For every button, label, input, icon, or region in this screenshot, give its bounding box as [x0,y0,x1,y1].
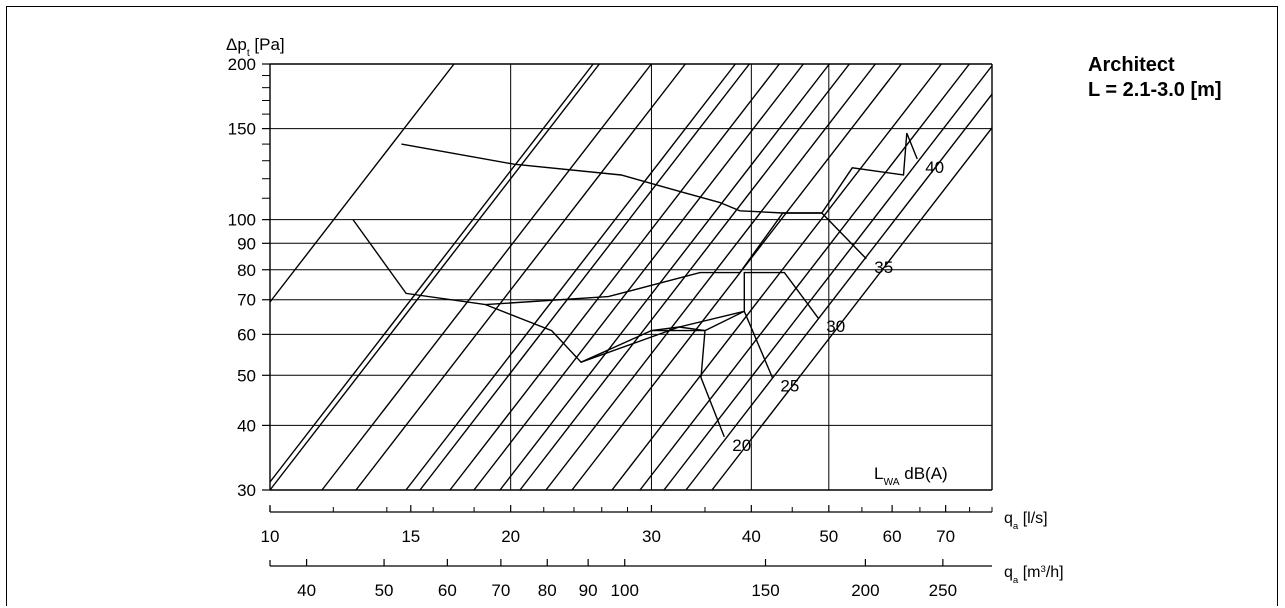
x-m3h-tick-label: 80 [538,581,557,600]
y-tick-label: 60 [237,325,256,344]
y-tick-label: 90 [237,234,256,253]
noise-curve-label-25: 25 [780,377,799,396]
x-ls-tick-label: 10 [261,527,280,546]
x-m3h-tick-label: 200 [851,581,879,600]
y-tick-label: 50 [237,366,256,385]
system-line [611,63,942,491]
x-m3h-tick-label: 40 [297,581,316,600]
y-tick-label: 80 [237,261,256,280]
system-line [405,63,736,491]
x-axis-ls-label: qa [l/s] [1004,510,1048,532]
system-line [449,63,780,491]
noise-curve-25 [580,310,774,378]
noise-curve-label-40: 40 [925,158,944,177]
system-line [269,63,600,491]
system-line [663,65,993,491]
system-line [321,63,652,491]
y-tick-label: 150 [228,120,256,139]
x-m3h-tick-label: 50 [375,581,394,600]
x-m3h-tick-label: 100 [611,581,639,600]
noise-curves [352,132,918,438]
noise-legend-label: LWA dB(A) [874,464,948,488]
noise-curve-40 [401,132,918,214]
noise-curve-30 [485,271,819,364]
x-m3h-tick-label: 60 [438,581,457,600]
x-m3h-tick-label: 90 [579,581,598,600]
system-line [639,63,970,491]
x-ls-tick-label: 40 [742,527,761,546]
y-tick-label: 40 [237,416,256,435]
y-tick-label: 200 [228,55,256,74]
system-line [269,63,594,483]
noise-curve-label-30: 30 [826,317,845,336]
x-m3h-tick-label: 150 [751,581,779,600]
system-line [711,127,993,491]
x-axis-m3h-label: qa [m3/h] [1004,564,1064,586]
x-ls-tick-label: 60 [883,527,902,546]
system-line [269,63,455,303]
axes [262,63,993,567]
system-line [499,63,830,491]
x-m3h-tick-label: 250 [929,581,957,600]
x-ls-tick-label: 15 [401,527,420,546]
x-ls-tick-label: 50 [819,527,838,546]
system-line [685,93,993,491]
x-m3h-tick-label: 70 [491,581,510,600]
chart-subtitle: L = 2.1-3.0 [m] [1088,79,1222,101]
chart-title-box: Architect L = 2.1-3.0 [m] [1088,53,1222,103]
x-ls-tick-label: 70 [936,527,955,546]
system-line [473,63,804,491]
y-tick-label: 30 [237,481,256,500]
chart-frame [6,6,1278,606]
y-tick-label: 100 [228,211,256,230]
grid [270,63,992,491]
noise-curve-label-20: 20 [732,436,751,455]
labels: 30 40 50 60 70 80 90 100 150 200 20 25 30 35 40 LWA dB(… [226,35,1064,600]
y-tick-label: 70 [237,291,256,310]
system-line [545,63,876,491]
y-axis-label: Δpt [Pa] [226,35,285,59]
x-ls-tick-label: 20 [501,527,520,546]
system-lines [269,63,993,491]
noise-curve-20 [651,329,725,438]
noise-curve-label-35: 35 [874,258,893,277]
x-ls-tick-label: 30 [642,527,661,546]
system-line [571,63,902,491]
system-line [355,63,686,491]
chart-title: Architect [1088,54,1175,76]
system-line [419,63,750,491]
